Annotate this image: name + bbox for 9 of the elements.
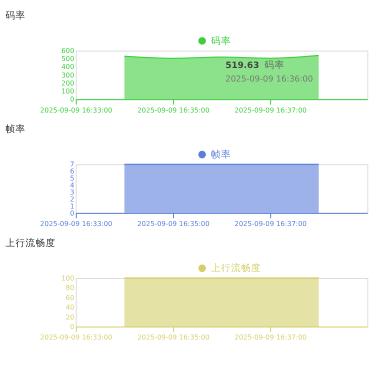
legend-label: 帧率 (210, 148, 231, 160)
chart-title: 帧率 (6, 123, 26, 136)
annotation: 519.63 (225, 60, 260, 71)
text: 码率 (264, 60, 284, 71)
legend-label: 上行流畅度 (210, 262, 261, 274)
annotation: 2025-09-09 16:36:00 (225, 73, 314, 84)
chart-title: 码率 (6, 10, 26, 22)
chart-title: 上行流畅度 (6, 236, 56, 249)
legend-label: 码率 (210, 34, 231, 47)
